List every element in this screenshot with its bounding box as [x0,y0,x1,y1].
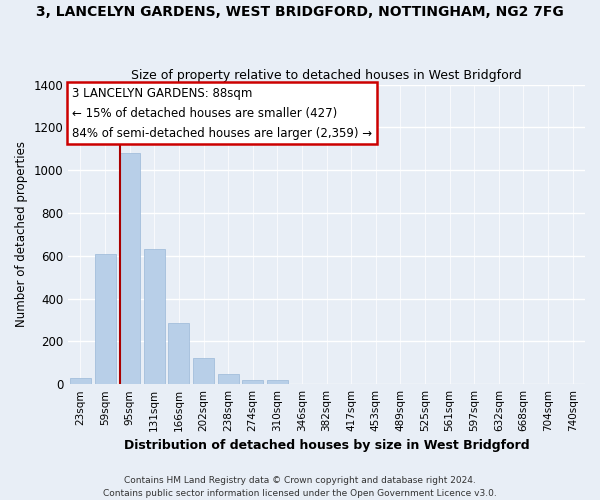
Bar [95,254,116,384]
Y-axis label: Number of detached properties: Number of detached properties [15,142,28,328]
Bar [70,378,91,384]
Bar [218,374,239,384]
Bar [144,250,165,384]
X-axis label: Distribution of detached houses by size in West Bridgford: Distribution of detached houses by size … [124,440,529,452]
Text: Contains HM Land Registry data © Crown copyright and database right 2024.
Contai: Contains HM Land Registry data © Crown c… [103,476,497,498]
Title: Size of property relative to detached houses in West Bridgford: Size of property relative to detached ho… [131,69,522,82]
Bar [242,380,263,384]
Bar [119,153,140,384]
Bar [267,380,288,384]
Bar [169,323,190,384]
Text: 3, LANCELYN GARDENS, WEST BRIDGFORD, NOTTINGHAM, NG2 7FG: 3, LANCELYN GARDENS, WEST BRIDGFORD, NOT… [36,5,564,19]
Text: 3 LANCELYN GARDENS: 88sqm
← 15% of detached houses are smaller (427)
84% of semi: 3 LANCELYN GARDENS: 88sqm ← 15% of detac… [72,86,372,140]
Bar [193,358,214,384]
